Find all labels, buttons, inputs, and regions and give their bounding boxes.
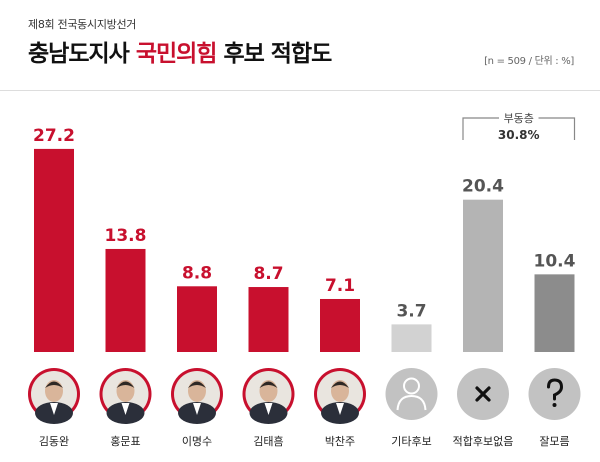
bar-3 <box>177 286 217 352</box>
portrait-hair <box>45 381 63 388</box>
title-prefix: 충남도지사 <box>28 41 130 67</box>
chart-title: 충남도지사 국민의힘 후보 적합도 <box>28 34 332 68</box>
question-dot <box>552 403 557 407</box>
portrait-shirt <box>336 403 344 415</box>
portrait-hair <box>116 381 135 388</box>
category-label-4: 김태흠 <box>253 434 283 448</box>
person-head <box>403 377 420 395</box>
value-label-2: 13.8 <box>105 226 147 246</box>
value-label-7: 20.4 <box>462 177 504 197</box>
category-label-3: 이명수 <box>182 435 212 448</box>
bar-4 <box>248 287 289 352</box>
portrait-shirt <box>121 403 130 415</box>
value-label-4: 8.7 <box>253 264 283 284</box>
value-label-5: 7.1 <box>325 276 355 296</box>
header-divider <box>0 90 600 91</box>
category-label-1: 김동완 <box>39 435 69 448</box>
question-icon <box>528 368 581 420</box>
category-label-8: 잘모름 <box>539 435 569 448</box>
bracket-value: 30.8% <box>498 128 540 142</box>
category-label-2: 홍문표 <box>110 434 140 448</box>
candidate-photo-3 <box>171 368 223 424</box>
category-label-5: 박찬주 <box>325 434 355 448</box>
bar-5 <box>320 298 360 352</box>
bar-2 <box>105 248 146 352</box>
candidate-photo-1 <box>28 368 80 424</box>
value-label-8: 10.4 <box>534 251 576 271</box>
x-icon <box>457 368 509 420</box>
bar-7 <box>463 199 503 352</box>
category-label-7: 적합후보없음 <box>453 435 514 448</box>
bar-8 <box>534 274 575 352</box>
bracket-label: 부동층 <box>504 112 534 125</box>
title-suffix: 후보 적합도 <box>223 41 332 67</box>
candidate-photo-5 <box>314 368 366 424</box>
portrait-hair <box>188 381 206 388</box>
candidate-photo-2 <box>99 368 152 424</box>
bar-6 <box>391 324 432 352</box>
undecided-bracket <box>462 117 576 140</box>
candidate-photo-4 <box>242 368 295 424</box>
value-label-3: 8.8 <box>182 263 212 283</box>
sample-note: [n = 509 / 단위 : %] <box>484 56 574 67</box>
portrait-shirt <box>50 403 58 415</box>
question-curve <box>547 378 564 401</box>
person-icon <box>385 368 438 420</box>
title-accent: 국민의힘 <box>135 41 218 67</box>
x-mark <box>475 386 491 402</box>
category-label-6: 기타후보 <box>391 435 431 448</box>
super-title: 제8회 전국동시지방선거 <box>28 18 137 31</box>
value-label-6: 3.7 <box>396 301 426 321</box>
portrait-shirt <box>264 403 273 415</box>
value-label-1: 27.2 <box>33 126 75 146</box>
portrait-shirt <box>193 403 201 415</box>
person-body <box>396 394 427 411</box>
portrait-hair <box>331 381 349 388</box>
portrait-hair <box>259 381 278 388</box>
bar-1 <box>34 148 74 352</box>
